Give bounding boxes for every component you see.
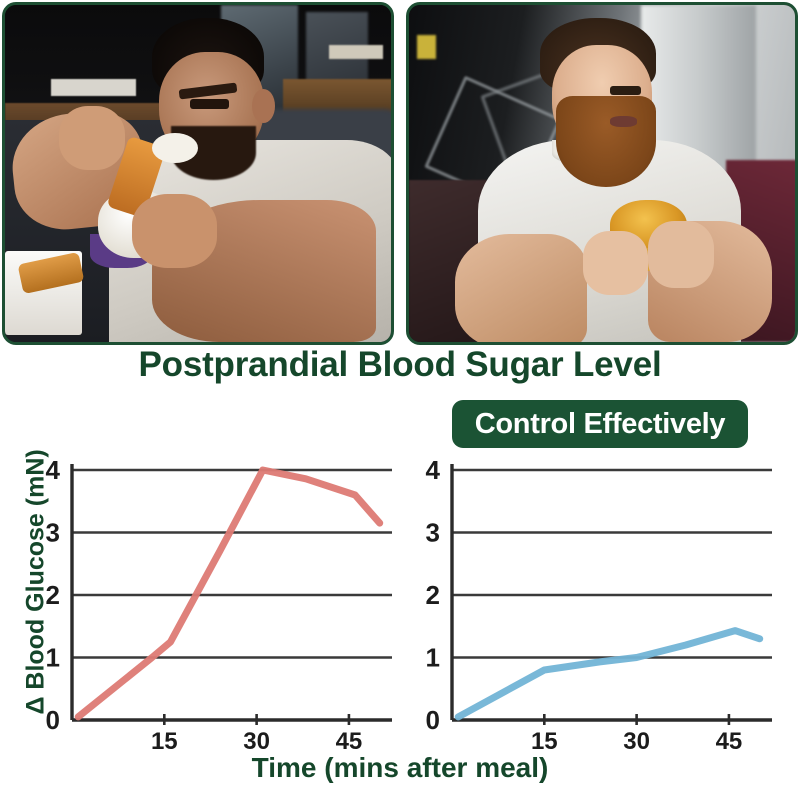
x-tick-label: 15 [531, 728, 558, 752]
right-hand [59, 106, 125, 171]
data-line-control-effectively [454, 627, 764, 721]
y-tick-label: 2 [46, 580, 60, 610]
left-hand [132, 193, 218, 268]
chart-control-effectively: 15 30 45 0 1 2 3 4 [400, 452, 800, 752]
y-tick-label: 3 [46, 518, 60, 548]
x-tick-label: 15 [151, 728, 178, 752]
chart-without-control: Δ Blood Glucose (mN) 15 30 45 0 1 2 3 4 [0, 449, 400, 752]
x-tick-label: 45 [716, 728, 743, 752]
x-tick-label: 30 [243, 728, 270, 752]
photo-row [0, 0, 800, 345]
x-tick-label: 45 [336, 728, 363, 752]
ear [252, 89, 276, 123]
mouth [609, 116, 637, 127]
photo-man-eating-churro-dessert [2, 2, 394, 345]
right-hand [648, 220, 714, 289]
photo-left-content [5, 5, 391, 342]
y-tick-label: 3 [426, 518, 440, 548]
y-tick-label: 0 [426, 705, 440, 735]
beard [555, 95, 657, 187]
y-tick-label: 4 [46, 455, 61, 485]
y-axis-label: Δ Blood Glucose (mN) [21, 449, 50, 715]
control-effectively-badge: Control Effectively [452, 400, 748, 448]
chart-svg-right: 15 30 45 0 1 2 3 4 [426, 455, 772, 752]
y-tick-label: 2 [426, 580, 440, 610]
shelf-book-2 [329, 45, 384, 59]
y-tick-label: 1 [46, 643, 60, 673]
page-title: Postprandial Blood Sugar Level [138, 345, 662, 384]
left-arm [455, 234, 587, 342]
cream-on-face [151, 133, 198, 164]
charts-container: Δ Blood Glucose (mN) 15 30 45 0 1 2 3 4 15 30 45 0… [0, 449, 800, 752]
x-axis-label: Time (mins after meal) [251, 752, 549, 783]
eye [609, 85, 641, 95]
photo-right-content [409, 5, 795, 342]
yellow-object [416, 35, 437, 59]
data-line-without-control [74, 466, 384, 721]
x-tick-label: 30 [623, 728, 650, 752]
eye [190, 99, 229, 110]
chart-svg-left: 15 30 45 0 1 2 3 4 [46, 455, 392, 752]
shelf-book [51, 79, 137, 96]
left-hand [582, 230, 649, 295]
y-tick-label: 0 [46, 705, 60, 735]
y-tick-label: 1 [426, 643, 440, 673]
y-tick-label: 4 [426, 455, 441, 485]
photo-bearded-man-eating-burger [406, 2, 798, 345]
